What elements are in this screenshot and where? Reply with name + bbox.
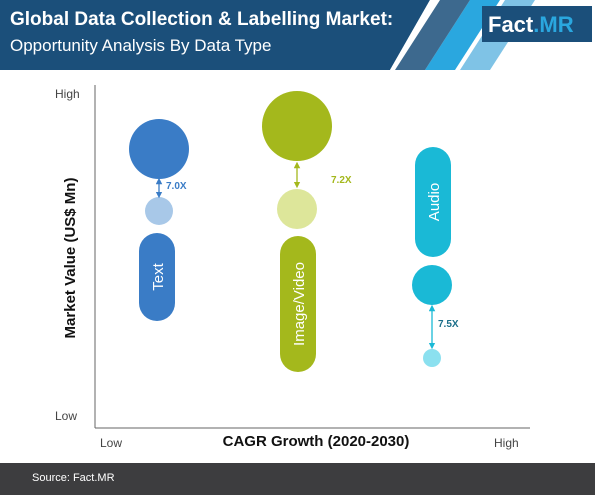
- y-tick-high: High: [55, 87, 80, 101]
- image-video-label-pill: [280, 236, 316, 372]
- series-audio: Audio 7.5X: [412, 147, 459, 367]
- bubble-chart: High Low Low High CAGR Growth (2020-2030…: [55, 85, 530, 450]
- text-small-bubble: [145, 197, 173, 225]
- logo-text-mr: .MR: [533, 12, 574, 37]
- series-image-video: 7.2X Image/Video: [262, 91, 352, 372]
- logo-text-fact: Fact: [488, 12, 534, 37]
- header-background: [0, 0, 595, 70]
- y-axis-label: Market Value (US$ Mn): [62, 178, 79, 339]
- text-label-pill: [139, 233, 175, 321]
- y-tick-low: Low: [55, 409, 77, 423]
- factmr-logo: Fact.MR: [488, 12, 574, 38]
- page-title: Global Data Collection & Labelling Marke…: [10, 9, 394, 30]
- audio-small-bubble: [423, 349, 441, 367]
- audio-label-pill: [415, 147, 451, 257]
- source-note: Source: Fact.MR: [32, 472, 115, 484]
- audio-multiplier: 7.5X: [438, 319, 459, 330]
- image-video-small-bubble: [277, 189, 317, 229]
- image-video-label: Image/Video: [291, 262, 308, 346]
- text-label: Text: [150, 262, 167, 290]
- x-tick-high: High: [494, 436, 519, 450]
- x-axis-label: CAGR Growth (2020-2030): [223, 433, 410, 450]
- audio-large-bubble: [412, 265, 452, 305]
- footer-bar: Source: Fact.MR: [0, 463, 595, 495]
- x-tick-low: Low: [100, 436, 122, 450]
- page-subtitle: Opportunity Analysis By Data Type: [10, 36, 272, 55]
- image-video-multiplier: 7.2X: [331, 175, 352, 186]
- text-multiplier: 7.0X: [166, 181, 187, 192]
- header-banner: Global Data Collection & Labelling Marke…: [0, 0, 595, 70]
- audio-label: Audio: [426, 183, 443, 221]
- text-large-bubble: [129, 119, 189, 179]
- series-text: 7.0X Text: [129, 119, 189, 321]
- image-video-large-bubble: [262, 91, 332, 161]
